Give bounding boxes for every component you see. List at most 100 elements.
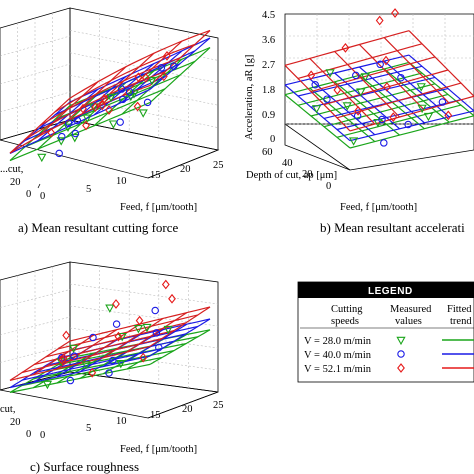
panel-a-caption: a) Mean resultant cutting force: [18, 220, 178, 235]
legend-col-measured-2: values: [395, 316, 422, 327]
panel-c-point: [105, 369, 113, 377]
panel-a-green-mesh-line: [149, 47, 211, 104]
panel-a-ytick-0: 0: [26, 189, 31, 200]
legend-marker: [397, 363, 405, 373]
panel-a-xtick-0: 0: [40, 191, 45, 202]
panel-a: 0 5 10 15 20 25 ...cut, 20 0 Feed, f [μm…: [0, 7, 224, 235]
panel-a-point: [73, 116, 82, 125]
panel-a-point: [141, 72, 150, 83]
panel-b-mesh-line: [284, 61, 410, 96]
panel-a-point: [157, 64, 166, 72]
gridline: [0, 316, 71, 336]
panel-b-ztick-0.9: 0.9: [262, 110, 275, 121]
panel-b-point: [376, 60, 384, 69]
panel-a-point: [138, 109, 148, 118]
panel-b-mesh-line: [284, 94, 351, 149]
panel-a-point: [116, 118, 124, 126]
panel-b-mesh-line: [323, 93, 449, 128]
panel-b-point: [382, 55, 390, 66]
panel-b-point: [342, 102, 352, 111]
panel-b-ztick-1.8: 1.8: [262, 85, 275, 96]
panel-a-red-mesh-line: [24, 71, 166, 140]
panel-c-point: [112, 299, 120, 309]
panel-b-mesh-line: [309, 87, 376, 143]
panel-c-point: [66, 376, 75, 385]
panel-c-point: [161, 279, 170, 290]
legend-label: V = 52.1 m/min: [304, 364, 372, 375]
panel-c-ytick-0: 0: [26, 429, 31, 440]
panel-b-ztick-3.6: 3.6: [262, 35, 275, 46]
panel-b-point: [417, 104, 427, 114]
panel-a-xtick-1: 5: [86, 184, 91, 195]
panel-b-point: [378, 115, 386, 124]
panel-b-point: [333, 85, 342, 95]
panel-b-dtick-0: 0: [326, 181, 331, 192]
panel-c-point: [89, 333, 97, 342]
panel-a-blue-mesh-line: [9, 101, 71, 154]
panel-a-point: [71, 129, 80, 138]
legend-marker: [396, 336, 406, 346]
panel-b-point: [389, 112, 398, 123]
panel-a-red-mesh-line: [121, 40, 183, 97]
panel-b-caption: b) Mean resultant accelerati: [320, 220, 465, 235]
panel-c-point: [152, 329, 161, 337]
gridline: [69, 283, 219, 305]
panel-b-ztick-2.7: 2.7: [262, 60, 275, 71]
panel-a-blue-mesh-line: [69, 37, 211, 103]
panel-a-point: [58, 132, 66, 141]
panel-a-point: [134, 72, 143, 83]
panel-c-blue-mesh-line: [149, 318, 211, 357]
panel-a-green-mesh-line: [121, 58, 183, 115]
panel-a-point: [63, 123, 73, 133]
panel-b-dtick-60: 60: [262, 147, 273, 158]
panel-a-point: [55, 149, 63, 158]
panel-b-point: [311, 105, 322, 114]
panel-b-point: [438, 98, 447, 106]
panel-a-point: [106, 93, 116, 103]
panel-a-point: [91, 102, 100, 113]
panel-b-point: [341, 43, 350, 53]
panel-b-zaxis-label: Acceleration, aR [g]: [244, 55, 255, 140]
panel-a-point: [147, 76, 157, 86]
panel-b-point: [352, 71, 360, 80]
gridline: [69, 30, 219, 61]
panel-a-point: [105, 105, 113, 115]
panel-a-red-mesh-line: [9, 84, 151, 154]
panel-c-point: [163, 325, 173, 335]
panel-c-point: [58, 353, 66, 362]
panel-b-point: [311, 80, 319, 89]
panel-c-red-mesh-line: [126, 312, 188, 353]
panel-b-depth-label: Depth of cut, ap [μm]: [246, 170, 337, 181]
panel-c-caption: c) Surface roughness: [30, 459, 139, 474]
panel-b-point: [404, 120, 412, 129]
legend-marker: [397, 350, 405, 358]
panel-a-point: [170, 62, 178, 71]
panel-b-mesh-line: [323, 69, 449, 106]
gridline: [0, 344, 71, 363]
gridline: [0, 289, 71, 308]
panel-a-red-mesh-line: [37, 81, 99, 138]
panel-b-mesh-line: [408, 30, 474, 97]
legend: LEGEND Cutting speeds Measured values Fi…: [297, 281, 474, 383]
panel-a-point: [143, 98, 152, 107]
panel-a-green-mesh-line: [9, 102, 151, 162]
panel-c-point: [151, 306, 159, 315]
panel-c-point: [142, 323, 152, 333]
legend-col-speed-1: Cutting: [331, 304, 363, 315]
panel-c-xtick-3: 15: [150, 410, 161, 421]
panel-b-mesh-line: [309, 78, 376, 136]
panel-c-point: [70, 352, 78, 360]
panel-a-point: [159, 71, 168, 82]
panel-a-red-mesh-line: [65, 66, 127, 123]
panel-a-point: [37, 153, 47, 163]
panel-a-red-mesh-line: [39, 57, 181, 127]
panel-b-mesh-line: [349, 115, 474, 149]
panel-b-point: [323, 95, 331, 103]
gridline: [69, 327, 219, 349]
panel-b-point: [353, 112, 362, 120]
panel-b-mesh-line: [358, 44, 425, 111]
panel-b-dtick-40: 40: [282, 158, 293, 169]
panel-a-point: [79, 103, 87, 114]
panel-a-front-edge: [147, 149, 219, 179]
